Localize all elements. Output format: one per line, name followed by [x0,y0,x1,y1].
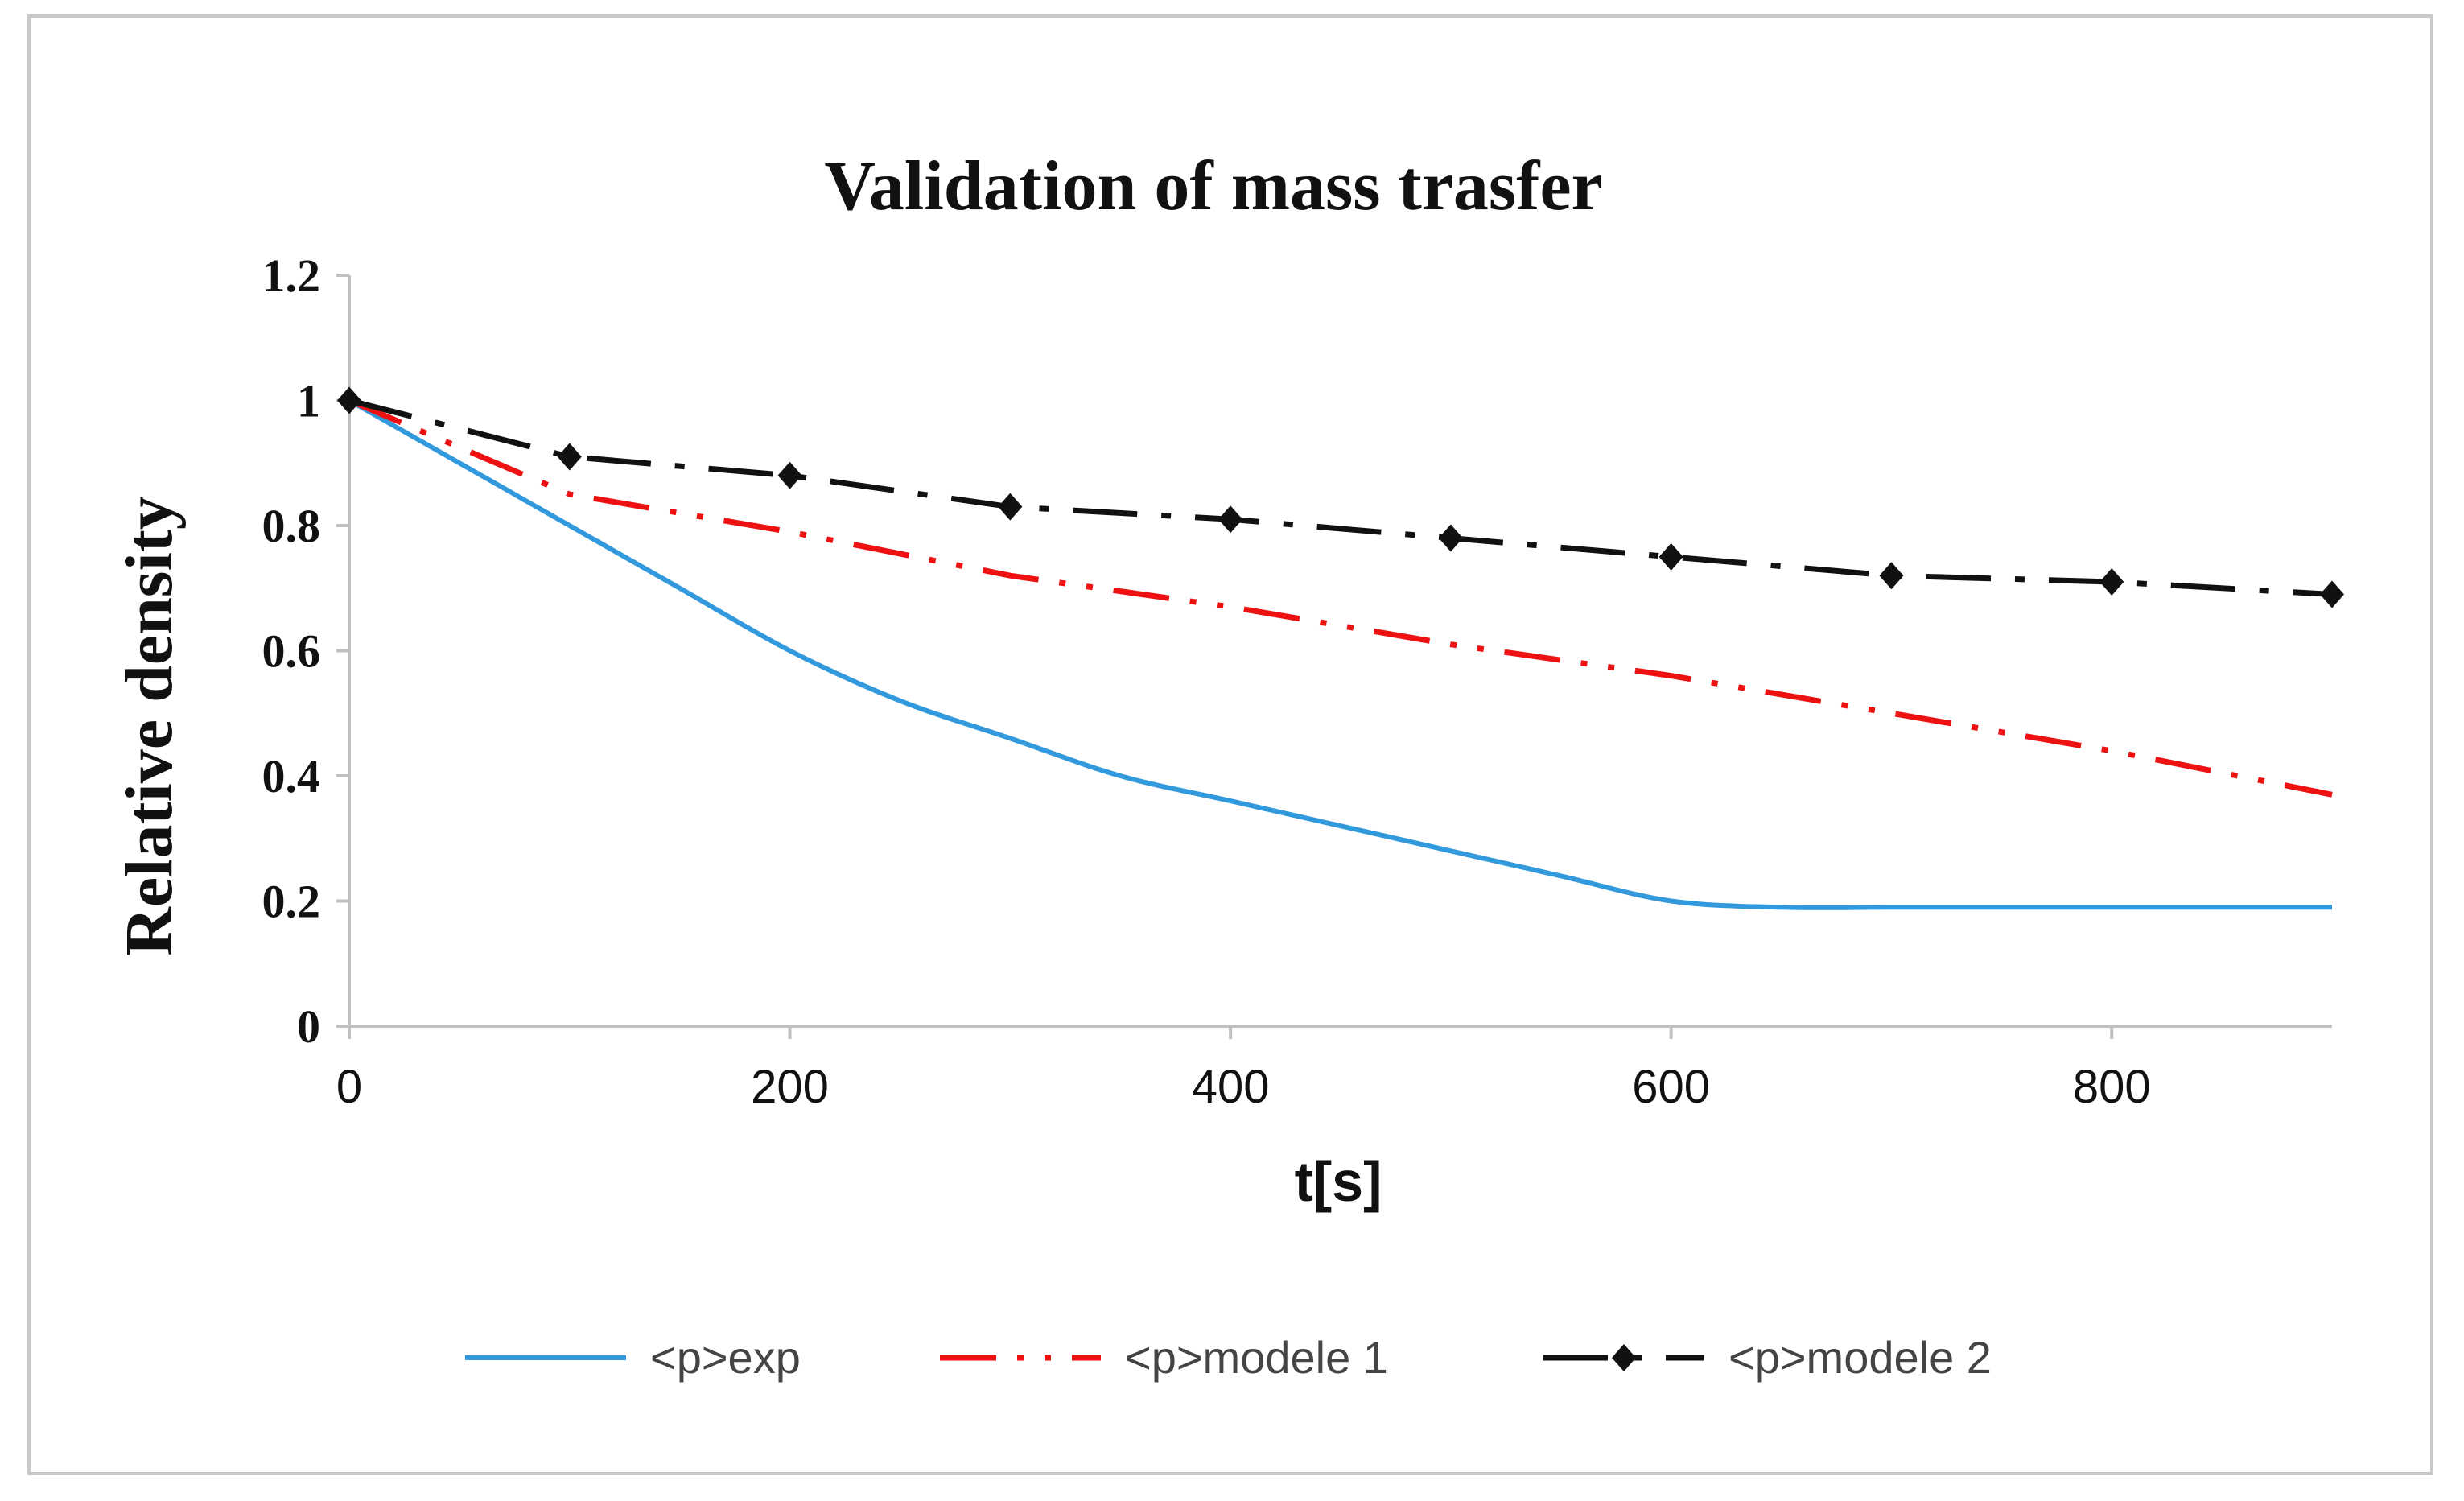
y-axis-label: Relative density [112,496,187,956]
x-axis-ticks: 0 200 400 600 800 [336,1026,2151,1113]
series-line [348,398,2333,598]
legend-marker [1612,1344,1636,1371]
y-tick-label: 0.2 [262,876,321,928]
x-axis-label: t[s] [1295,1150,1382,1213]
legend-label: <p>modele 1 [1125,1332,1388,1383]
series-2 [348,398,2333,798]
series-3 [337,386,2344,608]
legend-label: <p>exp [650,1332,801,1383]
y-axis-ticks: 0 0.2 0.4 0.6 0.8 1 1.2 [262,249,349,1053]
legend-item-1: <p>exp [465,1332,801,1383]
axes [348,275,2332,1028]
series-line [348,398,2333,798]
x-tick-label: 600 [1632,1061,1710,1113]
legend-item-2: <p>modele 1 [940,1332,1388,1383]
x-tick-label: 0 [336,1061,362,1113]
y-tick-label: 1 [297,375,320,427]
line-chart: Validation of mass trasfer 0 0.2 0.4 0.6 0.8… [112,147,2344,1383]
x-tick-label: 200 [751,1061,829,1113]
data-point-marker [998,493,1023,521]
data-point-marker [337,386,361,414]
series-layer [337,386,2344,910]
data-point-marker [1438,524,1463,552]
y-tick-label: 0.4 [262,750,321,802]
y-tick-label: 0.6 [262,625,321,678]
data-point-marker [777,461,802,489]
chart-frame: Validation of mass trasfer 0 0.2 0.4 0.6 0.8… [27,14,2433,1475]
y-tick-label: 0 [297,1000,320,1053]
legend: <p>exp <p>modele 1 <p>modele 2 [465,1332,1992,1383]
y-tick-label: 1.2 [262,249,321,302]
data-point-marker [1879,562,1904,590]
series-line [348,398,2332,910]
chart-title: Validation of mass trasfer [824,147,1602,225]
data-point-marker [1658,542,1683,571]
legend-item-3: <p>modele 2 [1543,1332,1992,1383]
data-point-marker [2320,580,2344,608]
legend-label: <p>modele 2 [1729,1332,1992,1383]
x-tick-label: 400 [1192,1061,1270,1113]
y-tick-label: 0.8 [262,500,321,552]
data-point-marker [557,443,582,471]
series-1 [348,398,2332,910]
data-point-marker [2099,567,2124,596]
data-point-marker [1218,505,1243,534]
x-tick-label: 800 [2073,1061,2151,1113]
